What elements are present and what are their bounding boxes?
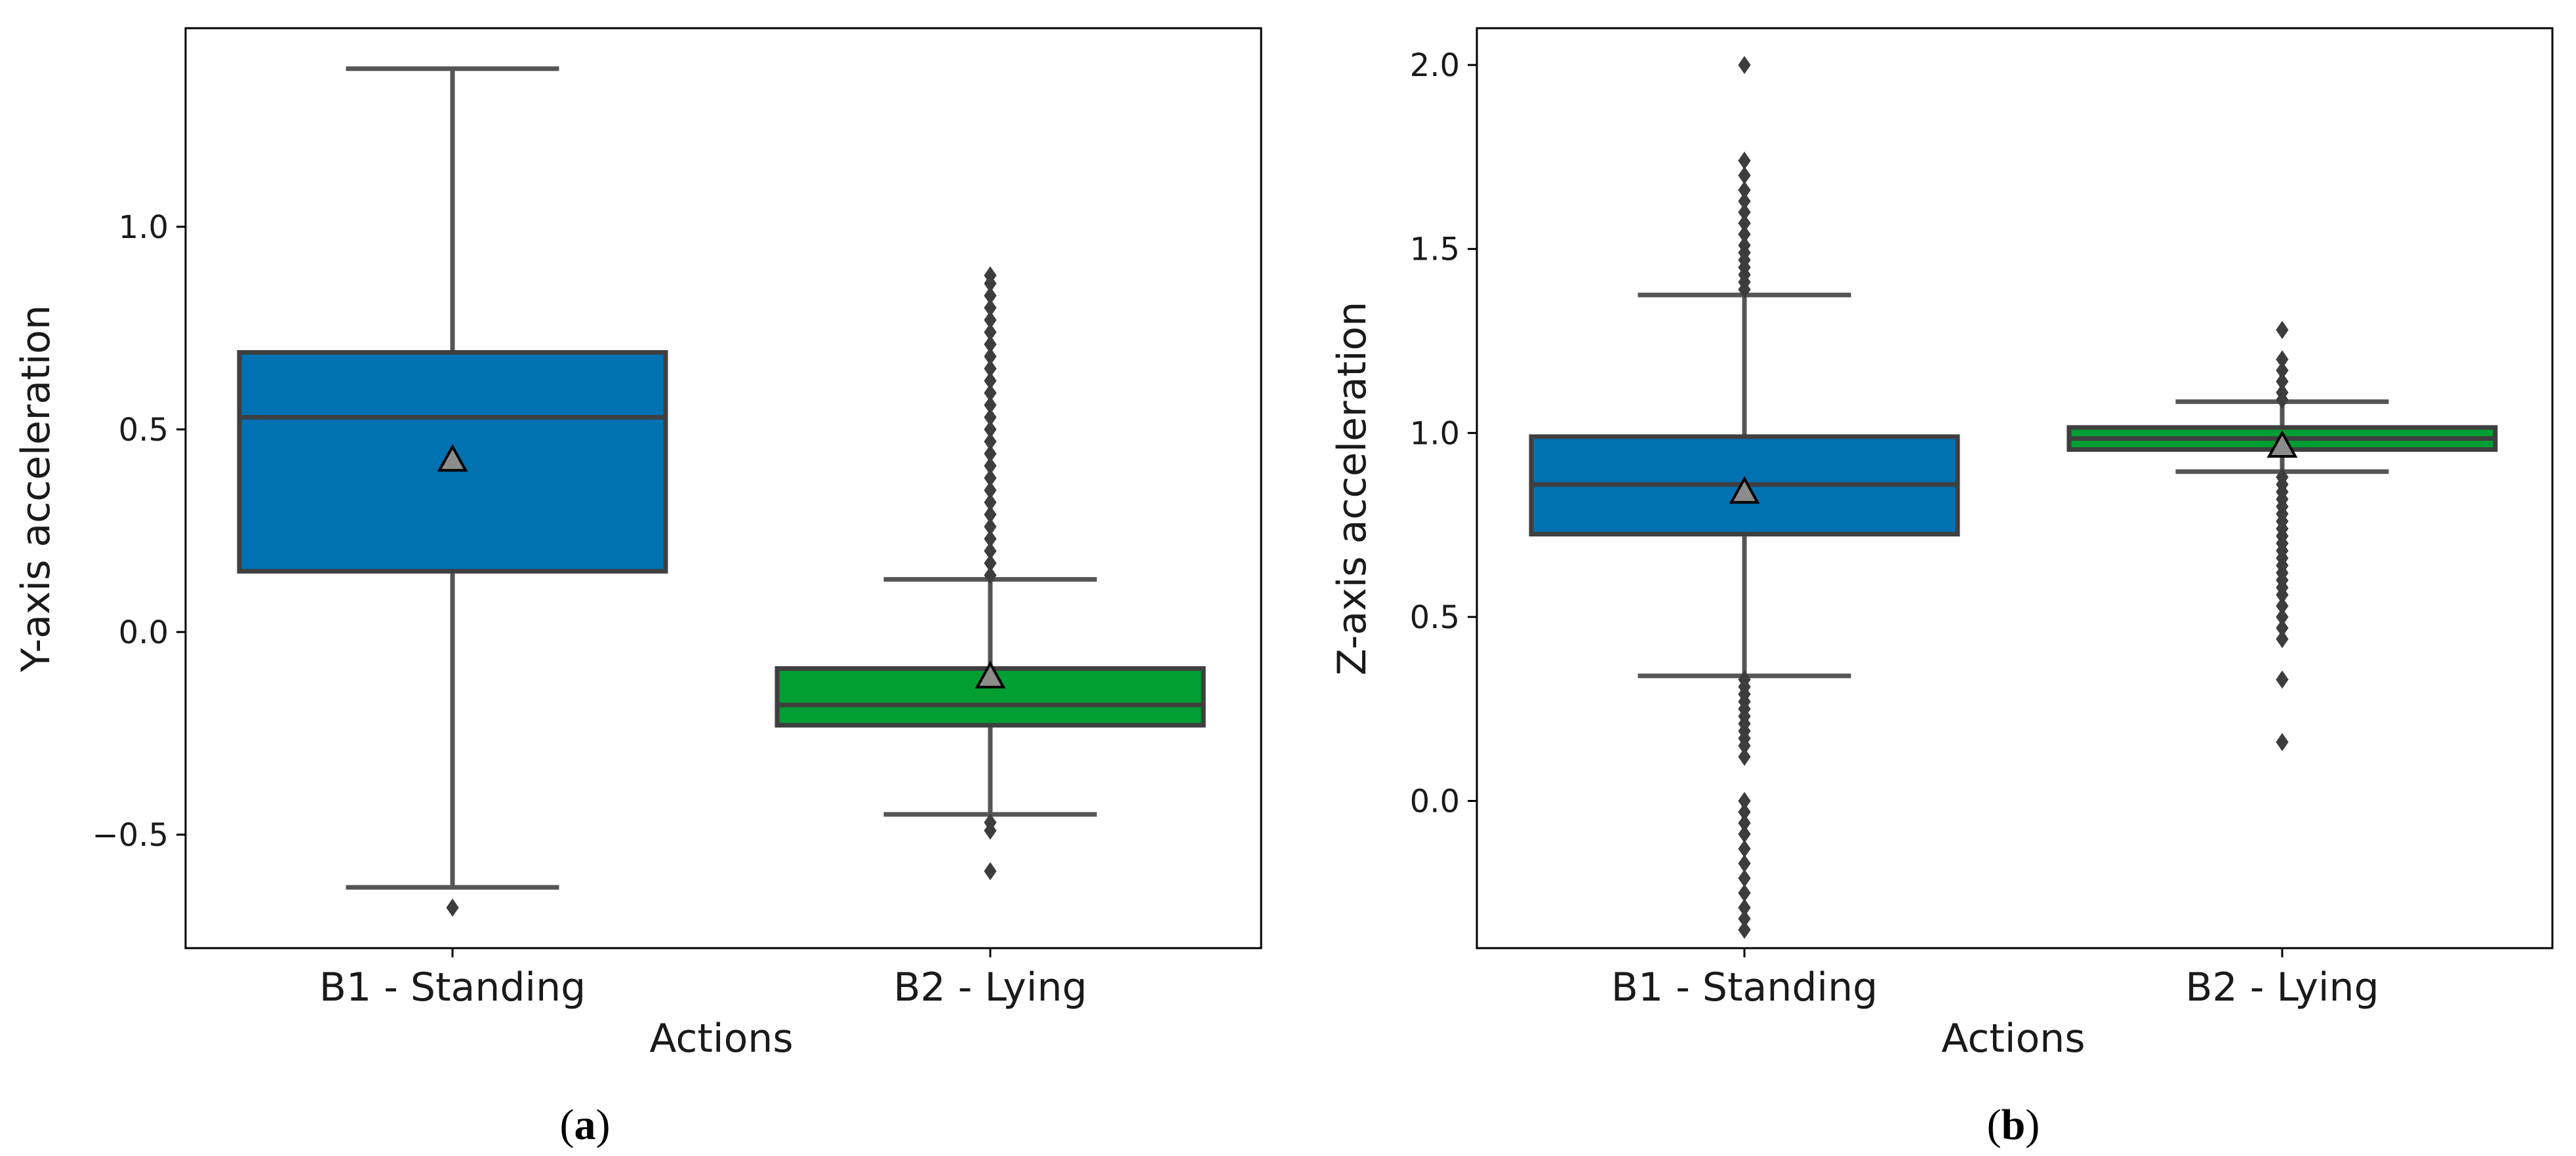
panel-b-y-axis-label: Z-axis acceleration [1329,302,1375,676]
panel-b-box2-outlier [2276,390,2289,409]
panel-a-y-axis-label: Y-axis acceleration [13,305,59,673]
panel-b-y-tick-label: 1.0 [1410,415,1460,452]
panel-a-box2-outlier [984,566,997,585]
panel-a-ticks: −0.5 0.0 0.5 1.0 [92,209,992,957]
panel-a-box2-outlier [984,821,997,840]
panel-a-box2-outlier [984,517,997,536]
panel-a-box2-outlier [984,862,997,881]
panel-a-caption: (a) [560,1101,611,1149]
panel-b-box2-outlier [2276,629,2289,648]
panel-a-marks [237,66,1206,917]
panel-b-box2-mean-marker [2266,429,2298,458]
panel-a-box2-outlier [984,481,997,500]
panel-a-y-tick-label: −0.5 [92,817,169,854]
panel-b-y-tick-label: 0.0 [1410,784,1460,820]
panel-a-box2-mean-marker [975,660,1006,688]
panel-b-box1-outlier [1738,921,1751,939]
panel-a-category-label-b2: B2 - Lying [893,965,1087,1010]
panel-b-y-tick-label: 1.5 [1410,231,1460,268]
panel-a-box2-outlier [984,323,997,342]
panel-b-category-label-b1: B1 - Standing [1611,965,1878,1010]
panel-a-box2-outlier [984,505,997,524]
panel-a-box2-outlier [984,469,997,487]
panel-a-box2-outlier [984,432,997,451]
panel-a-box2-outlier [984,298,997,317]
panel-a-box2-outlier [984,553,997,572]
panel-b-category-label-b2: B2 - Lying [2185,965,2379,1010]
panel-a-box2-outlier [984,542,997,561]
panel-b-box1-mean-marker [1729,475,1760,504]
panel-a-caption-letter: a [574,1101,596,1149]
panel-a-box2-outlier [984,371,997,390]
panel-a-category-label-b1: B1 - Standing [319,965,586,1010]
panel-a-box2-outlier [984,287,997,305]
panel-a-frame [184,27,1262,949]
panel-a-y-tick-label: 1.0 [119,209,169,246]
panel-b-caption-letter: b [2002,1101,2026,1149]
panel-a-box2-outlier [984,445,997,463]
panel-b-box2-outlier [2276,732,2289,751]
panel-b-ticks: 0.0 0.5 1.0 1.5 2.0 [1410,47,2284,957]
panel-a-y-tick-label: 0.5 [119,412,169,448]
panel-b-caption: (b) [1987,1101,2040,1149]
panel-a: −0.5 0.0 0.5 1.0 B1 - Standing B2 - Lying A… [13,27,1262,1149]
panel-a-box2-outlier [984,311,997,329]
panel-a-y-tick-label: 0.0 [119,614,169,651]
panel-b-box1-outlier [1738,747,1751,767]
panel-a-box2-outlier [984,456,997,475]
panel-a-box2-outlier [984,335,997,353]
panel-a-box2-outlier [984,266,997,285]
panel-a-x-axis-label: Actions [649,1016,793,1062]
panel-b-box1-outlier [1738,280,1751,299]
panel-a-box1-outlier [446,898,459,917]
panel-b-y-tick-label: 0.5 [1410,599,1460,636]
panel-a-box2-outlier [984,529,997,548]
panel-a-box2-outlier [984,420,997,439]
panel-a-box2-outlier [984,347,997,366]
panel-a-box2-outlier [984,493,997,512]
panel-b-marks [1529,56,2498,939]
panel-a-box2-outlier [984,384,997,403]
panel-b-frame [1476,27,2554,949]
panel-b-y-tick-label: 2.0 [1410,47,1460,84]
panel-b-box2-outlier [2276,321,2289,340]
panel-b-box1-outlier [1738,56,1751,74]
panel-a-box2-outlier [984,408,997,427]
panel-a-box1-mean-marker [437,444,468,472]
panel-b: 0.0 0.5 1.0 1.5 2.0 B1 - Standing B2 - Lying… [1329,27,2554,1149]
panel-b-x-axis-label: Actions [1941,1016,2085,1062]
panel-a-box2-outlier [984,359,997,378]
panel-a-box2-outlier [984,395,997,414]
panel-b-box2-outlier [2276,670,2289,689]
